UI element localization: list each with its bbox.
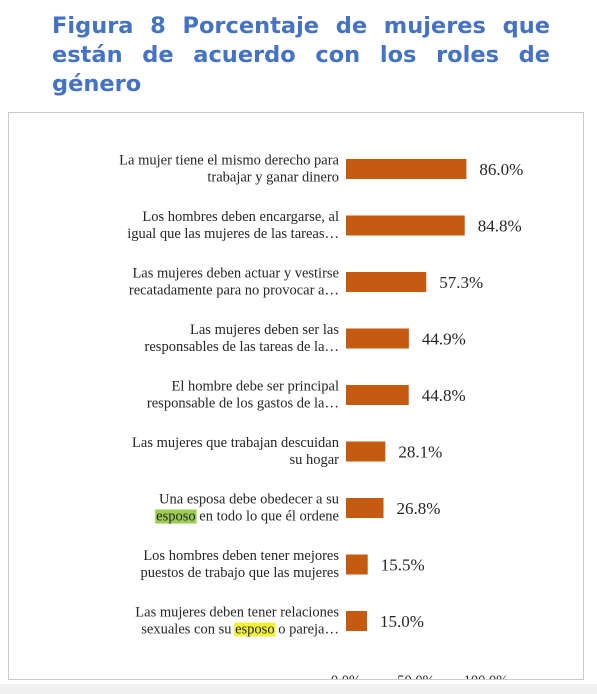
category-label-8-line-1: Los hombres deben tener mejores: [143, 548, 339, 564]
x-tick-label-2: 50.0%: [397, 673, 434, 679]
value-label-6: 28.1%: [398, 443, 442, 462]
value-label-8: 15.5%: [381, 556, 425, 575]
value-label-9: 15.0%: [380, 612, 424, 631]
category-label-6-line-2: su hogar: [289, 452, 339, 468]
bar-5: [346, 385, 409, 405]
highlight-esposo: [234, 622, 276, 637]
value-label-3: 57.3%: [439, 273, 483, 292]
category-label-7-line-1: Una esposa debe obedecer a su: [159, 492, 339, 508]
bar-9: [346, 611, 367, 631]
figure-title: Figura 8 Porcentaje de mujeres que están…: [52, 13, 550, 97]
category-label-6-line-1: Las mujeres que trabajan descuidan: [132, 435, 340, 451]
value-label-1: 86.0%: [479, 160, 523, 179]
category-label-7-line-2: esposo en todo lo que él ordene: [156, 509, 339, 525]
category-label-1-line-1: La mujer tiene el mismo derecho para: [119, 153, 339, 169]
bar-2: [346, 215, 465, 236]
x-tick-label-3: 100.0%: [464, 673, 509, 679]
category-label-9-line-2: sexuales con su esposo o pareja…: [141, 622, 339, 638]
x-tick-label-1: 0.0%: [331, 673, 361, 679]
category-label-5-line-1: El hombre debe ser principal: [172, 379, 340, 395]
category-label-2-line-2: igual que las mujeres de las tareas…: [127, 226, 339, 242]
highlight-esposo: [155, 509, 197, 524]
category-label-4-line-1: Las mujeres deben ser las: [190, 322, 339, 338]
category-label-3-line-2: recatadamente para no provocar a…: [129, 283, 339, 299]
category-label-2-line-1: Los hombres deben encargarse, al: [142, 209, 339, 225]
value-label-7: 26.8%: [397, 499, 441, 518]
value-label-5: 44.8%: [422, 386, 466, 405]
bar-3: [346, 272, 427, 292]
bar-4: [346, 328, 409, 349]
category-label-8-line-2: puestos de trabajo que las mujeres: [140, 565, 339, 581]
category-label-9-line-1: Las mujeres deben tener relaciones: [135, 605, 339, 621]
page-bottom-strip: [0, 684, 597, 694]
category-label-1-line-2: trabajar y ganar dinero: [207, 170, 339, 186]
bar-1: [346, 159, 467, 179]
bar-7: [346, 498, 384, 518]
bar-chart: 86.0% La mujer tiene el mismo derecho par…: [119, 153, 523, 680]
category-label-4-line-2: responsables de las tareas de la…: [145, 339, 339, 355]
category-label-5-line-2: responsable de los gastos de la…: [147, 396, 339, 412]
bar-8: [346, 554, 368, 575]
value-label-4: 44.9%: [422, 330, 466, 349]
value-label-2: 84.8%: [478, 217, 522, 236]
chart-frame: 86.0% La mujer tiene el mismo derecho par…: [8, 112, 584, 680]
category-label-3-line-1: Las mujeres deben actuar y vestirse: [132, 266, 339, 282]
bar-6: [346, 441, 386, 462]
